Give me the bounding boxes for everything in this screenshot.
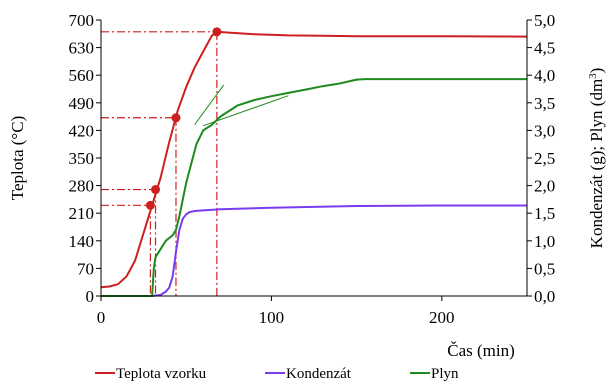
y-left-tick-label: 700 xyxy=(69,11,95,30)
reference-lines xyxy=(101,31,218,296)
y-left-tick-label: 630 xyxy=(69,39,95,58)
legend-label: Plyn xyxy=(431,366,459,382)
axes xyxy=(96,19,532,301)
legend: Teplota vzorku Kondenzát Plyn xyxy=(95,366,459,382)
y-axis-right-title-superscript: 3 xyxy=(587,73,599,79)
reference-marker xyxy=(171,113,181,123)
y-right-tick-label: 0,0 xyxy=(534,287,555,306)
y-axis-right-title-main: Kondenzát (g); Plyn (dm xyxy=(587,79,606,249)
reference-markers xyxy=(145,27,222,210)
legend-label: Kondenzát xyxy=(286,366,352,382)
reference-marker xyxy=(145,200,155,210)
y-right-tick-label: 0,5 xyxy=(534,259,555,278)
y-left-tick-label: 350 xyxy=(69,149,95,168)
y-axis-right-title: Kondenzát (g); Plyn (dm3) xyxy=(587,68,606,249)
y-right-tick-label: 1,5 xyxy=(534,204,555,223)
y-left-tick-label: 210 xyxy=(69,204,95,223)
y-right-tick-label: 4,0 xyxy=(534,66,555,85)
y-left-tick-label: 0 xyxy=(86,287,95,306)
y-left-tick-label: 490 xyxy=(69,94,95,113)
y-right-tick-label: 1,0 xyxy=(534,232,555,251)
series-line-kondenzát xyxy=(101,204,527,297)
y-right-tick-label: 2,0 xyxy=(534,177,555,196)
y-axis-left-title: Teplota (°C) xyxy=(8,116,27,200)
y-right-tick-label: 5,0 xyxy=(534,11,555,30)
tangent-lines xyxy=(194,84,289,127)
y-right-tick-label: 4,5 xyxy=(534,39,555,58)
y-left-tick-label: 420 xyxy=(69,121,95,140)
x-tick-label: 0 xyxy=(97,308,106,327)
y-left-tick-label: 70 xyxy=(77,259,94,278)
y-axis-right-title-end: ) xyxy=(587,68,606,74)
tangent-line xyxy=(203,95,289,127)
series-lines xyxy=(100,30,528,297)
series-line-teplota-vzorku xyxy=(100,30,528,289)
reference-marker xyxy=(151,185,161,195)
tick-labels: 0 70 140 210 280 350 420 490 560 630 700 0,0 0,5 1,0 1… xyxy=(69,11,556,327)
reference-marker xyxy=(212,27,222,37)
y-right-tick-label: 3,5 xyxy=(534,94,555,113)
tangent-line xyxy=(194,84,225,125)
x-tick-label: 100 xyxy=(259,308,285,327)
y-left-tick-label: 560 xyxy=(69,66,95,85)
legend-label: Teplota vzorku xyxy=(116,366,207,382)
y-left-tick-label: 280 xyxy=(69,177,95,196)
y-left-tick-label: 140 xyxy=(69,232,95,251)
series-line-plyn xyxy=(101,78,527,297)
y-right-tick-label: 3,0 xyxy=(534,121,555,140)
y-right-tick-label: 2,5 xyxy=(534,149,555,168)
x-axis-title: Čas (min) xyxy=(447,341,515,360)
x-tick-label: 200 xyxy=(429,308,455,327)
